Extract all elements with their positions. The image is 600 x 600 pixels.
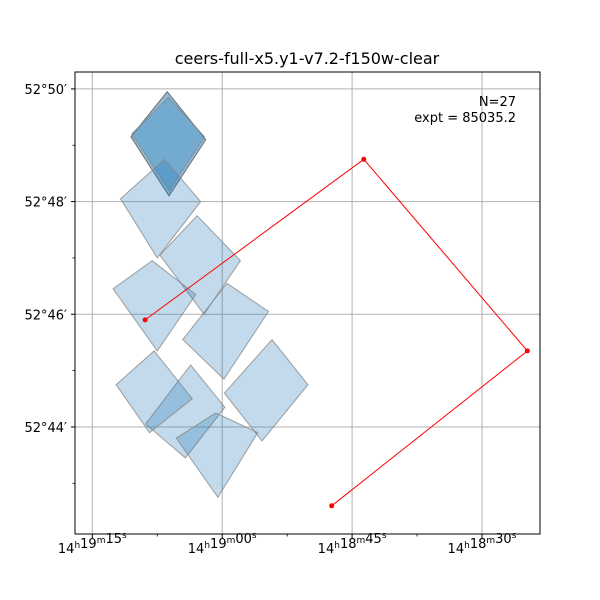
x-tick-label-0: 14h19m15s — [58, 531, 127, 557]
series-point-3 — [329, 503, 335, 509]
footprint-exposure-4 — [159, 214, 242, 316]
footprint-exposure-7 — [144, 364, 226, 459]
series-point-1 — [361, 156, 367, 162]
y-tick-label-0: 52°50′ — [24, 83, 67, 98]
series-line-outline — [144, 158, 529, 507]
x-tick-label-3: 14h18m30s — [448, 531, 517, 557]
footprint-exposure-2 — [131, 96, 206, 192]
footprint-exposure-9 — [223, 338, 309, 442]
axes-frame — [74, 71, 541, 535]
x-tick-label-2: 14h18m45s — [318, 531, 387, 557]
axis-ticks: 14h19m15s 14h19m00s 14h18m45s 14h18m30s 52°5… — [24, 83, 516, 557]
y-tick-label-3: 52°44′ — [24, 421, 67, 436]
count-annotation: N=27 — [479, 95, 516, 110]
footprints — [112, 90, 309, 499]
exposure-time-annotation: expt = 85035.2 — [414, 111, 516, 126]
y-tick-label-1: 52°48′ — [24, 196, 67, 211]
footprint-exposure-3 — [119, 158, 202, 259]
series-lines — [142, 156, 530, 509]
x-tick-label-1: 14h19m00s — [188, 531, 257, 557]
chart-title: ceers-full-x5.y1-v7.2-f150w-clear — [175, 49, 440, 68]
footprint-exposure-8 — [115, 350, 194, 434]
footprint-exposure-5 — [112, 260, 197, 352]
footprint-exposure-6 — [182, 282, 270, 380]
y-tick-label-2: 52°46′ — [24, 308, 67, 323]
series-point-2 — [524, 348, 530, 354]
series-point-0 — [142, 317, 148, 323]
footprint-exposure-10 — [175, 412, 259, 499]
